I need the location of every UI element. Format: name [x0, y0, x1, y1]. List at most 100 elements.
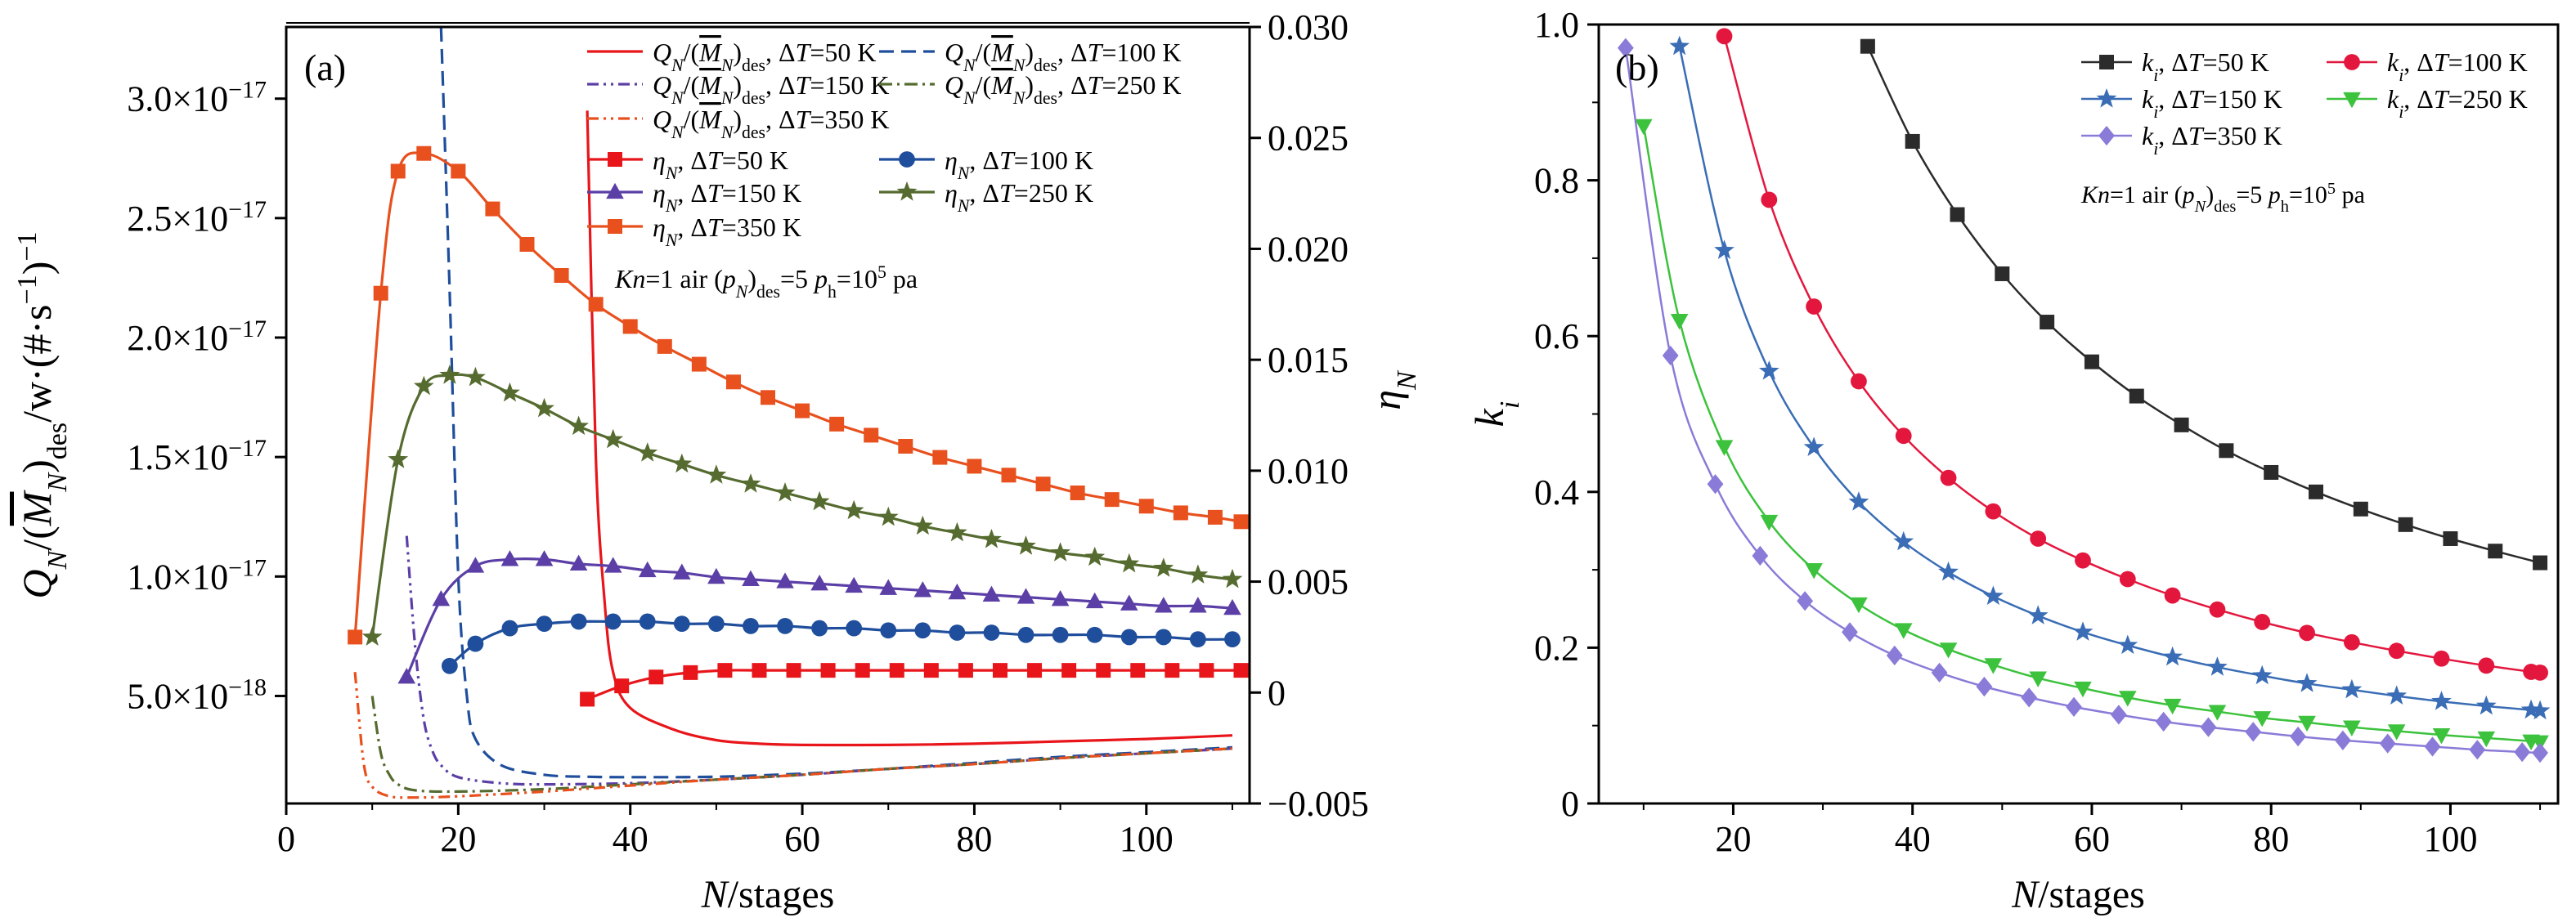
chart-b-legend-marker-4	[2098, 125, 2115, 146]
chart-b-point-0-5	[2084, 354, 2099, 369]
chart-b-point-3-2	[1715, 440, 1734, 456]
chart-b-point-2-18	[2475, 695, 2497, 715]
chart-b-series-line-1	[1723, 35, 2541, 674]
chart-a-point-7-4	[535, 550, 554, 566]
chart-b-annotation-text: Kn=1 air (pN)des=5 ph=105 pa	[2080, 180, 2365, 216]
chart-b-x-tick-label-1: 40	[1895, 819, 1931, 859]
chart-b-series-line-2	[1678, 46, 2541, 712]
chart-a-point-9-16	[864, 427, 879, 443]
chart-a-point-6-7	[673, 615, 690, 633]
chart-b-point-4-3	[1752, 545, 1769, 566]
chart-a-point-6-19	[1086, 626, 1103, 643]
chart-a-point-9-24	[1138, 499, 1154, 514]
chart-a-point-7-10	[742, 570, 760, 586]
chart-b-point-4-10	[2066, 696, 2082, 717]
chart-a-point-7-16	[948, 583, 967, 600]
chart-a-point-6-23	[1224, 631, 1241, 648]
chart-b-point-3-9	[2029, 671, 2047, 687]
chart-a-point-5-1	[614, 678, 630, 694]
chart-b-point-2-16	[2386, 685, 2408, 705]
chart-b-point-3-10	[2074, 681, 2092, 698]
chart-a-y-tick-label-1: 1.0×10−17	[127, 554, 267, 598]
chart-a-legend-label-8: ηN, ΔT=250 K	[945, 178, 1093, 216]
chart-a-point-6-22	[1189, 631, 1206, 648]
chart-a-point-8-23	[1119, 553, 1140, 573]
chart-a-point-7-6	[604, 557, 622, 573]
chart-a-legend-label-6: ηN, ΔT=100 K	[945, 145, 1093, 183]
chart-a-annotation-text: Kn=1 air (pN)des=5 ph=105 pa	[614, 262, 918, 302]
chart-b-point-2-11	[2162, 646, 2183, 666]
chart-b-point-0-6	[2129, 388, 2144, 404]
chart-b-point-2-20	[2529, 700, 2551, 720]
chart-a-point-7-18	[1016, 588, 1035, 604]
chart-b-annotation: Kn=1 air (pN)des=5 ph=105 pa	[2080, 180, 2365, 216]
chart-b-point-4-8	[1976, 676, 1993, 697]
chart-b-point-0-3	[1995, 266, 2010, 281]
chart-a-y2-tick-label-1: 0	[1268, 673, 1286, 713]
chart-a-y2-axis-label: ηN	[1363, 369, 1422, 410]
chart-b-point-1-11	[2209, 601, 2226, 618]
chart-a-point-6-8	[707, 615, 725, 633]
chart-a-point-8-24	[1153, 557, 1174, 577]
chart-b-point-0-7	[2174, 417, 2189, 432]
chart-a-legend-label-3: QN/(MN)des, ΔT=250 K	[945, 70, 1182, 108]
chart-b-point-3-3	[1760, 514, 1779, 531]
chart-a-legend-label-9: ηN, ΔT=350 K	[653, 213, 801, 250]
chart-b-point-2-15	[2341, 678, 2363, 699]
chart-b-point-3-19	[2477, 731, 2496, 748]
chart-a-point-5-14	[1061, 663, 1077, 678]
chart-b-point-4-13	[2200, 717, 2217, 737]
chart-a-point-7-2	[466, 557, 485, 573]
chart-a-point-9-25	[1173, 505, 1188, 521]
chart-a-x-tick-label-0: 0	[277, 819, 295, 859]
chart-b-point-1-5	[1940, 469, 1957, 486]
chart-b-point-2-13	[2251, 665, 2273, 685]
chart-a-point-8-7	[568, 415, 589, 436]
chart-b-point-4-14	[2245, 722, 2262, 742]
chart-a-point-9-1	[373, 285, 388, 301]
chart-b-point-3-4	[1805, 563, 1823, 580]
chart-b-point-4-15	[2290, 726, 2306, 747]
chart-b-point-4-16	[2334, 730, 2351, 750]
chart-a-legend-marker-8	[896, 181, 918, 201]
chart-a-point-5-15	[1096, 663, 1111, 678]
chart-a-point-8-15	[843, 499, 864, 520]
chart-b-point-4-19	[2469, 740, 2486, 760]
chart-a-point-7-5	[569, 554, 588, 571]
chart-a-legend-label-1: QN/(MN)des, ΔT=100 K	[945, 38, 1182, 75]
chart-b-point-1-6	[1985, 503, 2002, 520]
chart-a-point-8-5	[500, 382, 520, 402]
chart-b-point-0-4	[2040, 315, 2055, 330]
chart-b-point-3-5	[1850, 597, 1868, 614]
chart-a-point-6-3	[536, 615, 553, 633]
chart-b-legend-label-3: ki, ΔT=250 K	[2387, 84, 2528, 122]
chart-a-point-9-18	[932, 450, 948, 465]
chart-b-y-tick-label-5: 1.0	[1534, 5, 1579, 45]
chart-b-point-3-15	[2298, 715, 2316, 732]
chart-a-point-8-16	[877, 506, 899, 526]
chart-a-y-axis-label-text: QN/(MN)des/w·(#·s−1)−1	[12, 231, 73, 598]
chart-b-point-4-7	[1931, 662, 1948, 683]
chart-a-y-tick-label-2: 1.5×10−17	[127, 435, 267, 478]
chart-a-point-9-5	[485, 201, 500, 217]
chart-b-point-0-2	[1950, 207, 1965, 222]
chart-a-point-9-8	[588, 297, 604, 312]
chart-a-legend-label-4: QN/(MN)des, ΔT=350 K	[653, 105, 890, 142]
chart-a-y2-tick-label-4: 0.015	[1268, 340, 1349, 380]
chart-a-point-7-9	[707, 567, 725, 584]
chart-a-series-group	[348, 27, 1249, 799]
chart-b-point-3-11	[2118, 691, 2137, 707]
chart-a-legend-marker-9	[608, 219, 622, 234]
chart-a-x-axis-label-text: N/stages	[701, 873, 835, 916]
chart-a-point-6-5	[604, 613, 622, 630]
chart-a-point-6-4	[570, 613, 587, 630]
chart-a-point-9-12	[725, 374, 741, 390]
chart-a-point-7-14	[879, 579, 898, 595]
chart-a-y2-tick-label-6: 0.025	[1268, 119, 1349, 159]
chart-a-point-6-13	[880, 622, 897, 639]
chart-a-point-8-12	[740, 473, 761, 493]
chart-a-series-line-6	[448, 620, 1233, 667]
chart-a-point-5-2	[648, 669, 664, 685]
